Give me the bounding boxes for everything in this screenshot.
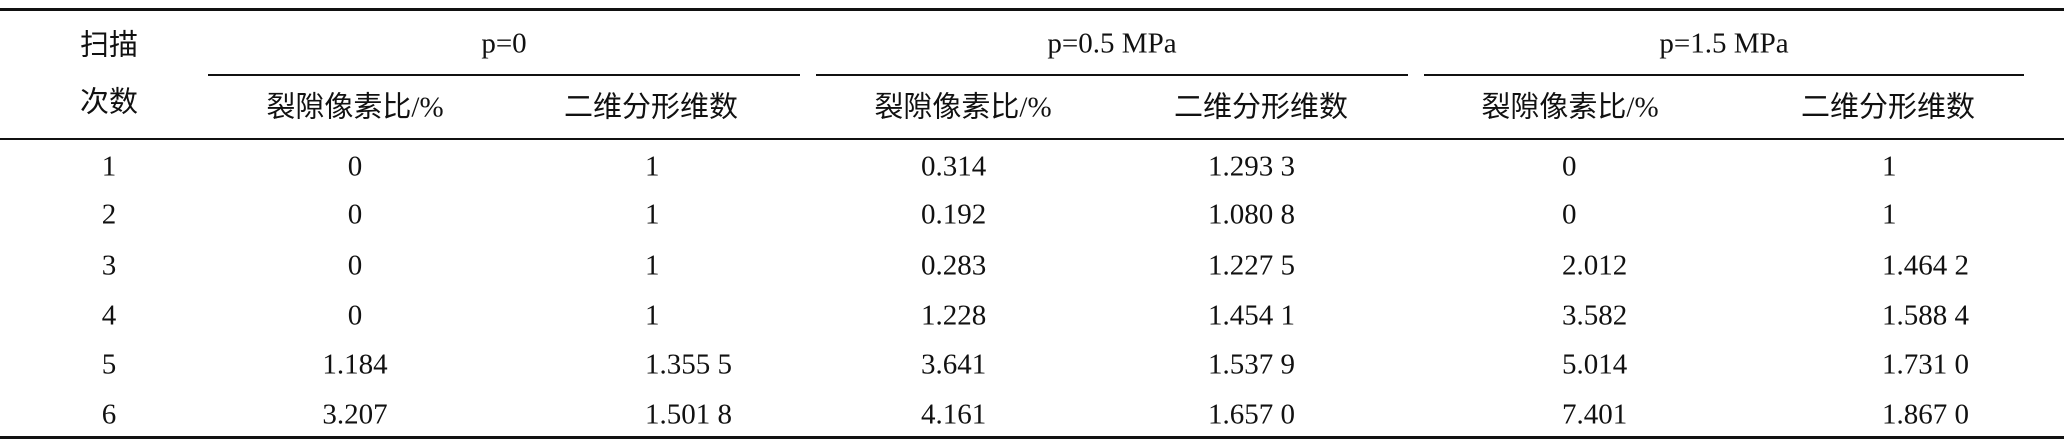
cell: 0.283 — [921, 249, 987, 282]
cell: 1.080 8 — [1208, 198, 1295, 231]
row-label: 4 — [101, 299, 117, 332]
cell: 0 — [347, 249, 363, 282]
cell: 0 — [347, 299, 363, 332]
column-header: 二维分形维数 — [563, 91, 739, 124]
row-header: 次数 — [79, 86, 139, 119]
cell: 0 — [1562, 150, 1577, 183]
top-rule — [0, 8, 2064, 11]
cell: 0 — [347, 198, 363, 231]
cell: 3.641 — [921, 348, 987, 381]
cell: 1.228 — [921, 299, 987, 332]
column-header: 二维分形维数 — [1173, 91, 1349, 124]
cell: 7.401 — [1562, 398, 1628, 431]
cell: 1.501 8 — [645, 398, 732, 431]
row-label: 6 — [101, 398, 117, 431]
header-rule — [0, 138, 2064, 140]
cell: 1.293 3 — [1208, 150, 1295, 183]
column-header: 二维分形维数 — [1800, 91, 1976, 124]
row-label: 2 — [101, 198, 117, 231]
cell: 1 — [645, 299, 660, 332]
row-label: 5 — [101, 348, 117, 381]
cell: 3.582 — [1562, 299, 1628, 332]
group-header: p=0.5 MPa — [1047, 27, 1177, 60]
cell: 4.161 — [921, 398, 987, 431]
group-header: p=1.5 MPa — [1659, 27, 1789, 60]
cell: 1.657 0 — [1208, 398, 1295, 431]
cell: 1 — [645, 198, 660, 231]
cell: 0 — [1562, 198, 1577, 231]
cell: 1.227 5 — [1208, 249, 1295, 282]
cell: 1.867 0 — [1882, 398, 1969, 431]
group-rule — [208, 74, 800, 76]
cell: 0 — [347, 150, 363, 183]
column-header: 裂隙像素比/% — [874, 91, 1052, 124]
cell: 1 — [1882, 198, 1897, 231]
cell: 1.588 4 — [1882, 299, 1969, 332]
cell: 1 — [1882, 150, 1897, 183]
cell: 2.012 — [1562, 249, 1628, 282]
cell: 3.207 — [322, 398, 388, 431]
cell: 1.454 1 — [1208, 299, 1295, 332]
row-label: 3 — [101, 249, 117, 282]
cell: 0.314 — [921, 150, 987, 183]
cell: 1 — [645, 249, 660, 282]
cell: 1.464 2 — [1882, 249, 1969, 282]
bottom-rule — [0, 436, 2064, 439]
group-rule — [1424, 74, 2024, 76]
cell: 1 — [645, 150, 660, 183]
cell: 5.014 — [1562, 348, 1628, 381]
row-label: 1 — [101, 150, 117, 183]
cell: 1.184 — [322, 348, 388, 381]
cell: 1.537 9 — [1208, 348, 1295, 381]
group-rule — [816, 74, 1408, 76]
cell: 0.192 — [921, 198, 987, 231]
cell: 1.355 5 — [645, 348, 732, 381]
cell: 1.731 0 — [1882, 348, 1969, 381]
row-header: 扫描 — [79, 29, 139, 62]
column-header: 裂隙像素比/% — [1481, 91, 1659, 124]
column-header: 裂隙像素比/% — [266, 91, 444, 124]
group-header: p=0 — [481, 27, 527, 60]
